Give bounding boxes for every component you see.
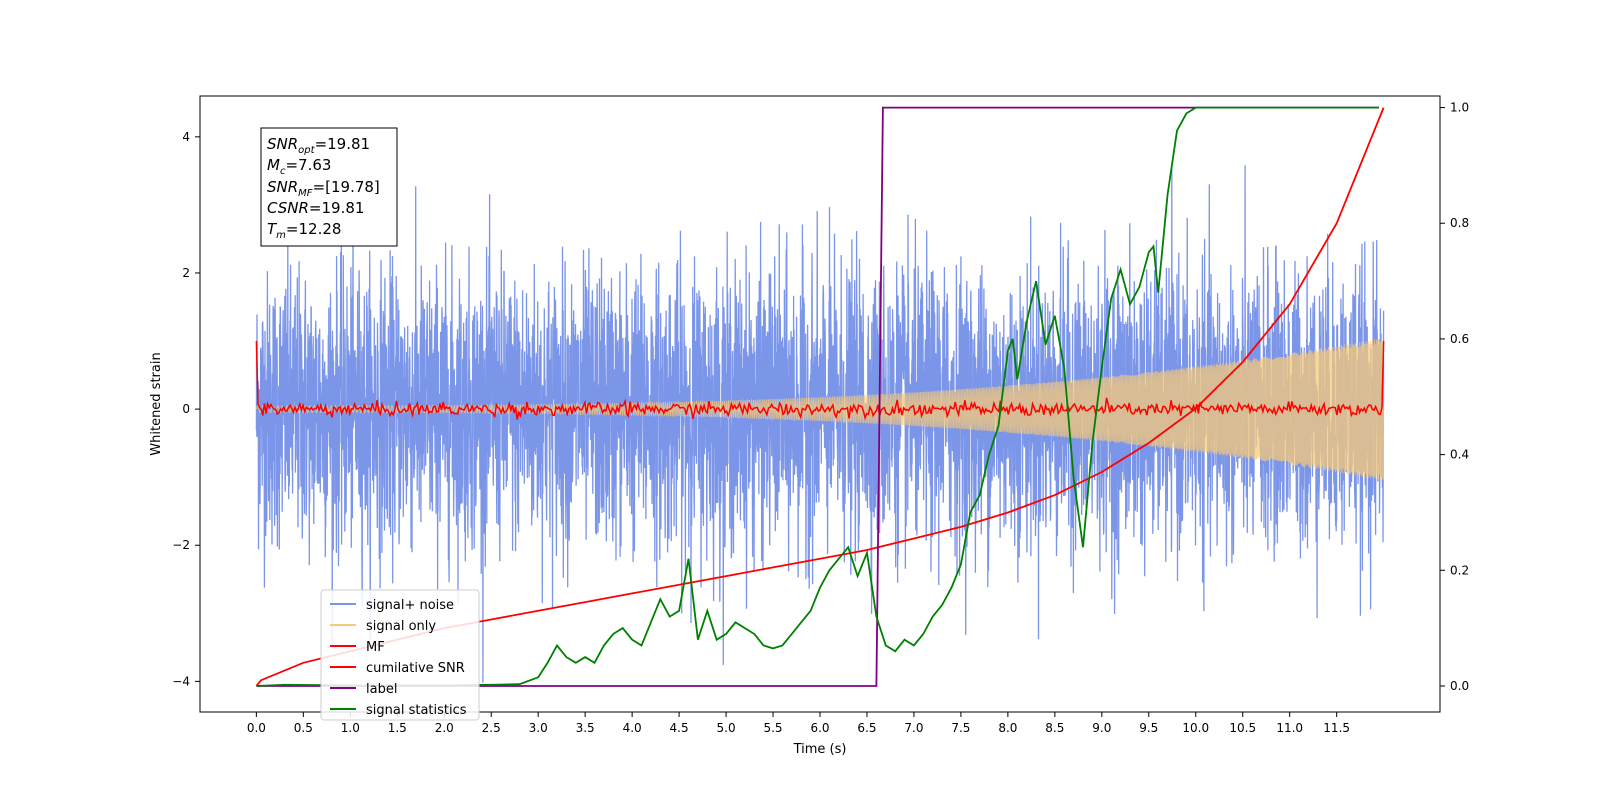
x-tick-label: 9.5 [1139, 721, 1158, 735]
y2-tick-label: 0.2 [1450, 563, 1469, 577]
y2-tick-label: 1.0 [1450, 101, 1469, 115]
x-tick-label: 7.0 [904, 721, 923, 735]
y-tick-label: 0 [182, 402, 190, 416]
legend-label-signal-noise: signal+ noise [366, 598, 454, 613]
x-tick-label: 0.0 [247, 721, 266, 735]
x-tick-label: 11.0 [1276, 721, 1303, 735]
x-tick-label: 7.5 [951, 721, 970, 735]
x-tick-label: 5.5 [763, 721, 782, 735]
y-tick-label: −4 [172, 674, 190, 688]
annotation-tm: Tm=12.28 [267, 220, 341, 241]
x-tick-label: 1.5 [388, 721, 407, 735]
x-tick-label: 0.5 [294, 721, 313, 735]
legend: signal+ noise signal only MF cumilative … [320, 589, 480, 721]
legend-label-signal-only: signal only [366, 619, 436, 634]
x-tick-label: 5.0 [717, 721, 736, 735]
x-tick-label: 1.0 [341, 721, 360, 735]
annotation-csnr: CSNR=19.81 [267, 199, 364, 217]
y-tick-label: 2 [182, 266, 190, 280]
x-tick-label: 6.5 [857, 721, 876, 735]
series-signal-statistics [256, 106, 1379, 687]
x-tick-label: 8.5 [1045, 721, 1064, 735]
x-tick-label: 11.5 [1323, 721, 1350, 735]
y2-tick-label: 0.6 [1450, 332, 1469, 346]
legend-label-cumulative-snr: cumilative SNR [366, 661, 465, 676]
y-axis-label: Whitened strain [149, 352, 164, 455]
x-tick-label: 10.5 [1229, 721, 1256, 735]
x-tick-label: 3.5 [576, 721, 595, 735]
x-tick-label: 9.0 [1092, 721, 1111, 735]
y-tick-label: 4 [182, 130, 190, 144]
y2-tick-label: 0.0 [1450, 679, 1469, 693]
x-tick-label: 4.0 [623, 721, 642, 735]
y2-tick-label: 0.8 [1450, 216, 1469, 230]
x-tick-label: 3.0 [529, 721, 548, 735]
annotation-snr-mf: SNRMF=[19.78] [267, 178, 380, 199]
series-label [256, 106, 1379, 687]
x-tick-label: 10.0 [1182, 721, 1209, 735]
annotation-mc: Mc=7.63 [267, 156, 331, 177]
x-tick-label: 6.0 [810, 721, 829, 735]
legend-label-label: label [366, 682, 397, 697]
y2-tick-label: 0.4 [1450, 448, 1469, 462]
annotation-box: SNRopt=19.81 Mc=7.63 SNRMF=[19.78] CSNR=… [260, 127, 398, 247]
x-tick-label: 2.0 [435, 721, 454, 735]
x-axis-label: Time (s) [793, 742, 847, 757]
x-tick-label: 8.0 [998, 721, 1017, 735]
y-tick-label: −2 [172, 538, 190, 552]
x-tick-label: 2.5 [482, 721, 501, 735]
legend-frame [320, 589, 480, 721]
annotation-snr-opt: SNRopt=19.81 [267, 135, 370, 156]
annotation-frame [260, 127, 398, 247]
x-tick-label: 4.5 [670, 721, 689, 735]
legend-label-mf: MF [366, 640, 385, 655]
legend-label-signal-statistics: signal statistics [366, 703, 467, 718]
